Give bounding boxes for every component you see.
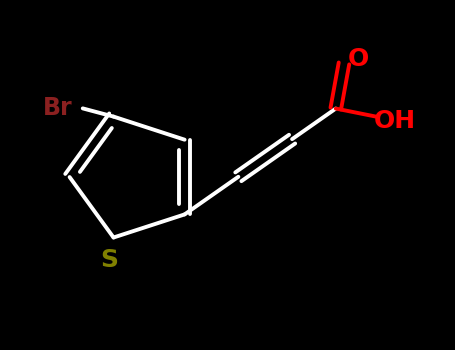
Text: S: S xyxy=(101,248,118,272)
Text: O: O xyxy=(348,47,369,71)
Text: OH: OH xyxy=(374,109,416,133)
Text: Br: Br xyxy=(43,96,73,120)
